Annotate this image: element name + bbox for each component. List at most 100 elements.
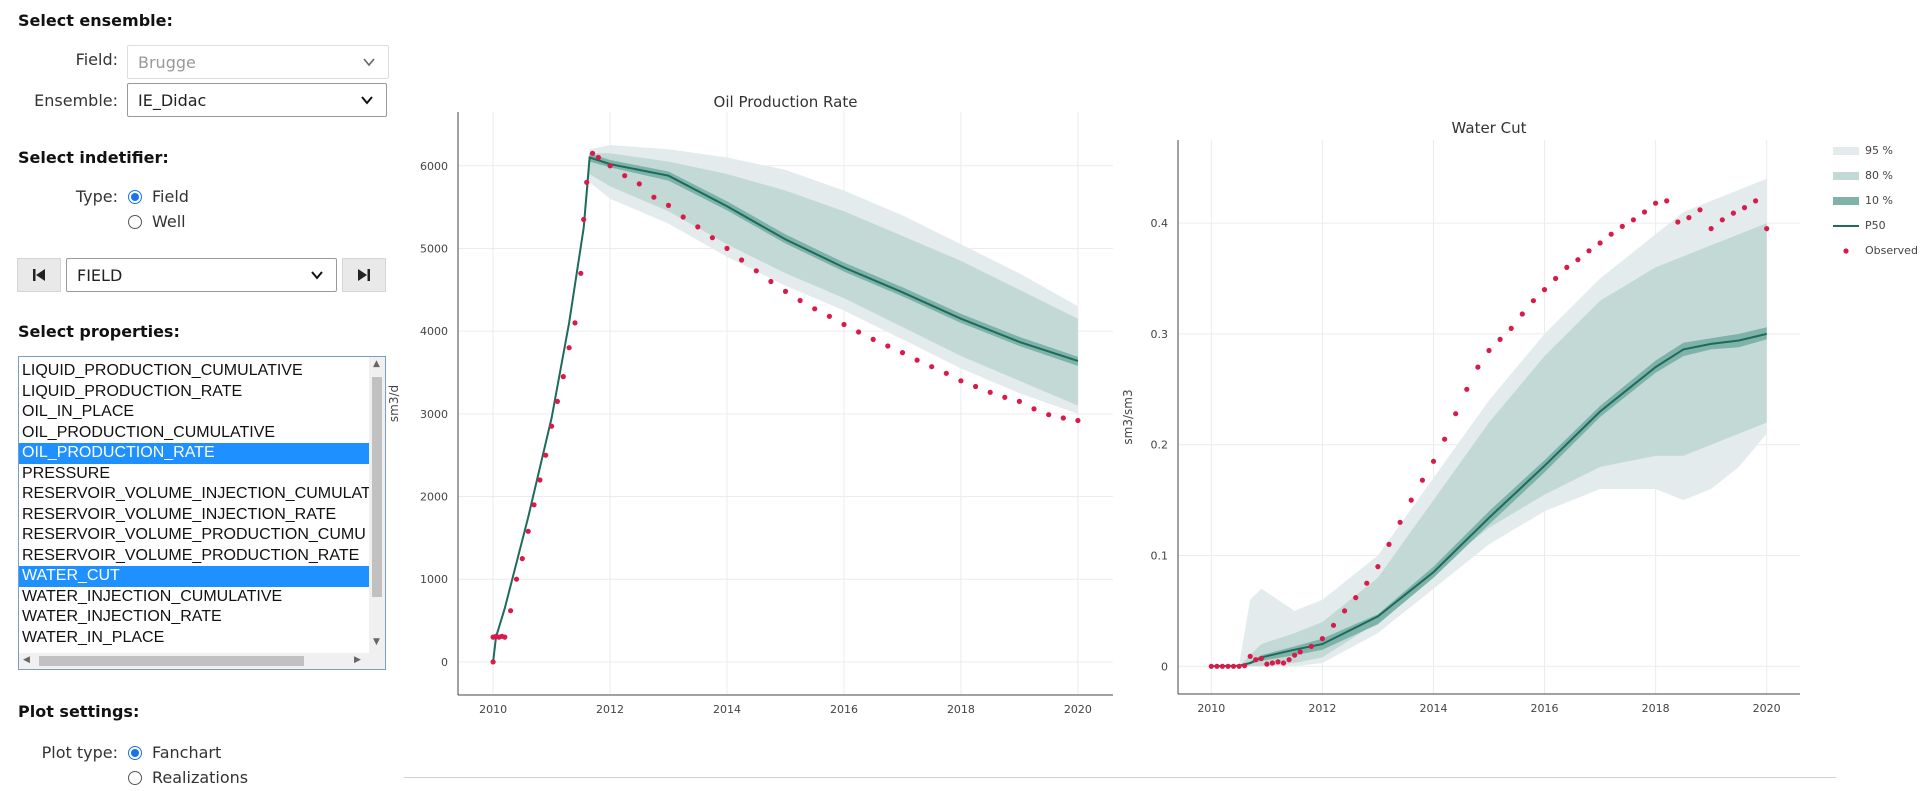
observed-point bbox=[1519, 311, 1525, 317]
chevron-down-icon bbox=[363, 58, 375, 67]
property-option[interactable]: RESERVOIR_VOLUME_INJECTION_RATE bbox=[22, 505, 337, 523]
oil-production-rate-chart[interactable]: Oil Production Rate sm3/d 2010 2012 2014 2016… bbox=[380, 85, 1120, 725]
observed-point bbox=[1280, 660, 1287, 666]
water-cut-chart[interactable]: Water Cut sm3/sm3 2010 2012 2014 2016 2018 2020… bbox=[1120, 115, 1820, 725]
property-option[interactable]: LIQUID_PRODUCTION_RATE bbox=[22, 382, 243, 400]
legend-item[interactable]: Observed bbox=[1833, 244, 1918, 257]
observed-point bbox=[543, 452, 549, 458]
property-option[interactable]: RESERVOIR_VOLUME_INJECTION_CUMULAT bbox=[22, 485, 369, 502]
observed-point bbox=[1225, 663, 1231, 669]
property-option[interactable]: OIL_PRODUCTION_RATE bbox=[19, 443, 369, 464]
scroll-right-icon[interactable]: ▶ bbox=[354, 655, 361, 665]
observed-point bbox=[1419, 477, 1425, 483]
legend-item[interactable]: P50 bbox=[1833, 219, 1886, 232]
field-select[interactable]: Brugge bbox=[127, 45, 389, 79]
identifier-select-value: FIELD bbox=[77, 265, 123, 285]
observed-point bbox=[1564, 264, 1570, 270]
legend-label: 10 % bbox=[1865, 194, 1893, 207]
y-tick-label: 0 bbox=[441, 656, 448, 669]
plot-type-label: Plot type: bbox=[41, 743, 118, 762]
observed-point bbox=[797, 297, 803, 304]
scroll-left-icon[interactable]: ◀ bbox=[23, 655, 30, 665]
vertical-scroll-thumb[interactable] bbox=[372, 377, 382, 597]
x-tick-label: 2018 bbox=[1642, 702, 1670, 715]
observed-point bbox=[1330, 622, 1337, 628]
observed-point bbox=[1375, 564, 1381, 570]
horizontal-scroll-thumb[interactable] bbox=[39, 656, 304, 666]
observed-point bbox=[1708, 226, 1714, 232]
plot-type-radio-realizations[interactable]: Realizations bbox=[128, 768, 248, 787]
legend-item[interactable]: 10 % bbox=[1833, 194, 1893, 207]
observed-point bbox=[1719, 217, 1725, 223]
observed-point bbox=[1386, 541, 1392, 547]
x-tick-label: 2012 bbox=[596, 703, 624, 716]
type-label: Type: bbox=[75, 187, 118, 206]
property-option[interactable]: OIL_PRODUCTION_CUMULATIVE bbox=[22, 423, 276, 441]
type-radio-well[interactable]: Well bbox=[128, 212, 186, 231]
observed-point bbox=[709, 235, 715, 241]
observed-point bbox=[584, 179, 590, 185]
y-tick-label: 0.3 bbox=[1151, 328, 1169, 341]
observed-point bbox=[914, 357, 920, 363]
observed-point bbox=[1442, 436, 1448, 442]
observed-point bbox=[554, 398, 560, 404]
ensemble-select[interactable]: IE_Didac bbox=[127, 83, 387, 117]
observed-point bbox=[1753, 198, 1759, 204]
observed-point bbox=[1730, 210, 1736, 216]
property-option[interactable]: WATER_CUT bbox=[19, 566, 369, 587]
field-label: Field: bbox=[75, 50, 118, 69]
legend-item[interactable]: 80 % bbox=[1833, 169, 1893, 182]
observed-point bbox=[622, 173, 628, 179]
type-radio-field[interactable]: Field bbox=[128, 187, 189, 206]
observed-point bbox=[581, 216, 587, 223]
observed-point bbox=[502, 634, 508, 640]
y-tick-label: 1000 bbox=[420, 573, 448, 586]
chart-title: Water Cut bbox=[1452, 119, 1527, 137]
vertical-scrollbar[interactable]: ▲ ▼ bbox=[369, 357, 385, 653]
legend-item[interactable]: 95 % bbox=[1833, 144, 1893, 157]
observed-point bbox=[885, 343, 891, 349]
identifier-select[interactable]: FIELD bbox=[66, 258, 337, 292]
x-tick-label: 2014 bbox=[1419, 702, 1447, 715]
y-axis-label: sm3/sm3 bbox=[1121, 389, 1135, 444]
scroll-down-icon[interactable]: ▼ bbox=[373, 637, 380, 647]
observed-point bbox=[1075, 417, 1081, 424]
field-select-value: Brugge bbox=[138, 52, 196, 72]
observed-point bbox=[1764, 226, 1770, 232]
observed-point bbox=[572, 320, 578, 326]
observed-point bbox=[1236, 663, 1242, 669]
property-option[interactable]: RESERVOIR_VOLUME_PRODUCTION_RATE bbox=[22, 546, 360, 564]
y-axis-label: sm3/d bbox=[387, 385, 401, 422]
plot-type-radio-fanchart[interactable]: Fanchart bbox=[128, 743, 221, 762]
property-option[interactable]: OIL_IN_PLACE bbox=[22, 403, 135, 420]
observed-point bbox=[987, 389, 993, 395]
observed-point bbox=[1353, 595, 1359, 601]
observed-point bbox=[1242, 663, 1248, 669]
x-tick-label: 2016 bbox=[1531, 702, 1559, 715]
observed-point bbox=[1297, 649, 1303, 655]
property-option[interactable]: WATER_INJECTION_CUMULATIVE bbox=[22, 587, 283, 605]
x-tick-label: 2016 bbox=[830, 703, 858, 716]
properties-list: LIQUID_PRODUCTION_CUMULATIVE LIQUID_PRODU… bbox=[19, 361, 369, 648]
observed-point bbox=[1541, 287, 1548, 293]
y-tick-label: 0.2 bbox=[1151, 439, 1169, 452]
observed-point bbox=[724, 245, 730, 251]
properties-listbox[interactable]: LIQUID_PRODUCTION_CUMULATIVE LIQUID_PRODU… bbox=[18, 356, 386, 670]
observed-point bbox=[490, 659, 496, 665]
property-option[interactable]: RESERVOIR_VOLUME_PRODUCTION_CUMU bbox=[22, 526, 366, 543]
scroll-up-icon[interactable]: ▲ bbox=[373, 359, 380, 369]
previous-identifier-button[interactable] bbox=[17, 258, 61, 292]
observed-point bbox=[651, 194, 657, 200]
x-tick-label: 2012 bbox=[1308, 702, 1336, 715]
observed-point bbox=[899, 350, 906, 356]
observed-point bbox=[753, 268, 759, 274]
observed-point bbox=[1319, 636, 1325, 642]
property-option[interactable]: PRESSURE bbox=[22, 464, 111, 482]
horizontal-scrollbar[interactable]: ◀ ▶ bbox=[19, 653, 385, 669]
next-identifier-button[interactable] bbox=[342, 258, 386, 292]
property-option[interactable]: WATER_IN_PLACE bbox=[22, 628, 165, 646]
radio-unchecked-icon bbox=[128, 770, 142, 785]
property-option[interactable]: WATER_INJECTION_RATE bbox=[22, 608, 222, 625]
property-option[interactable]: LIQUID_PRODUCTION_CUMULATIVE bbox=[22, 362, 303, 379]
observed-point bbox=[1575, 257, 1581, 263]
